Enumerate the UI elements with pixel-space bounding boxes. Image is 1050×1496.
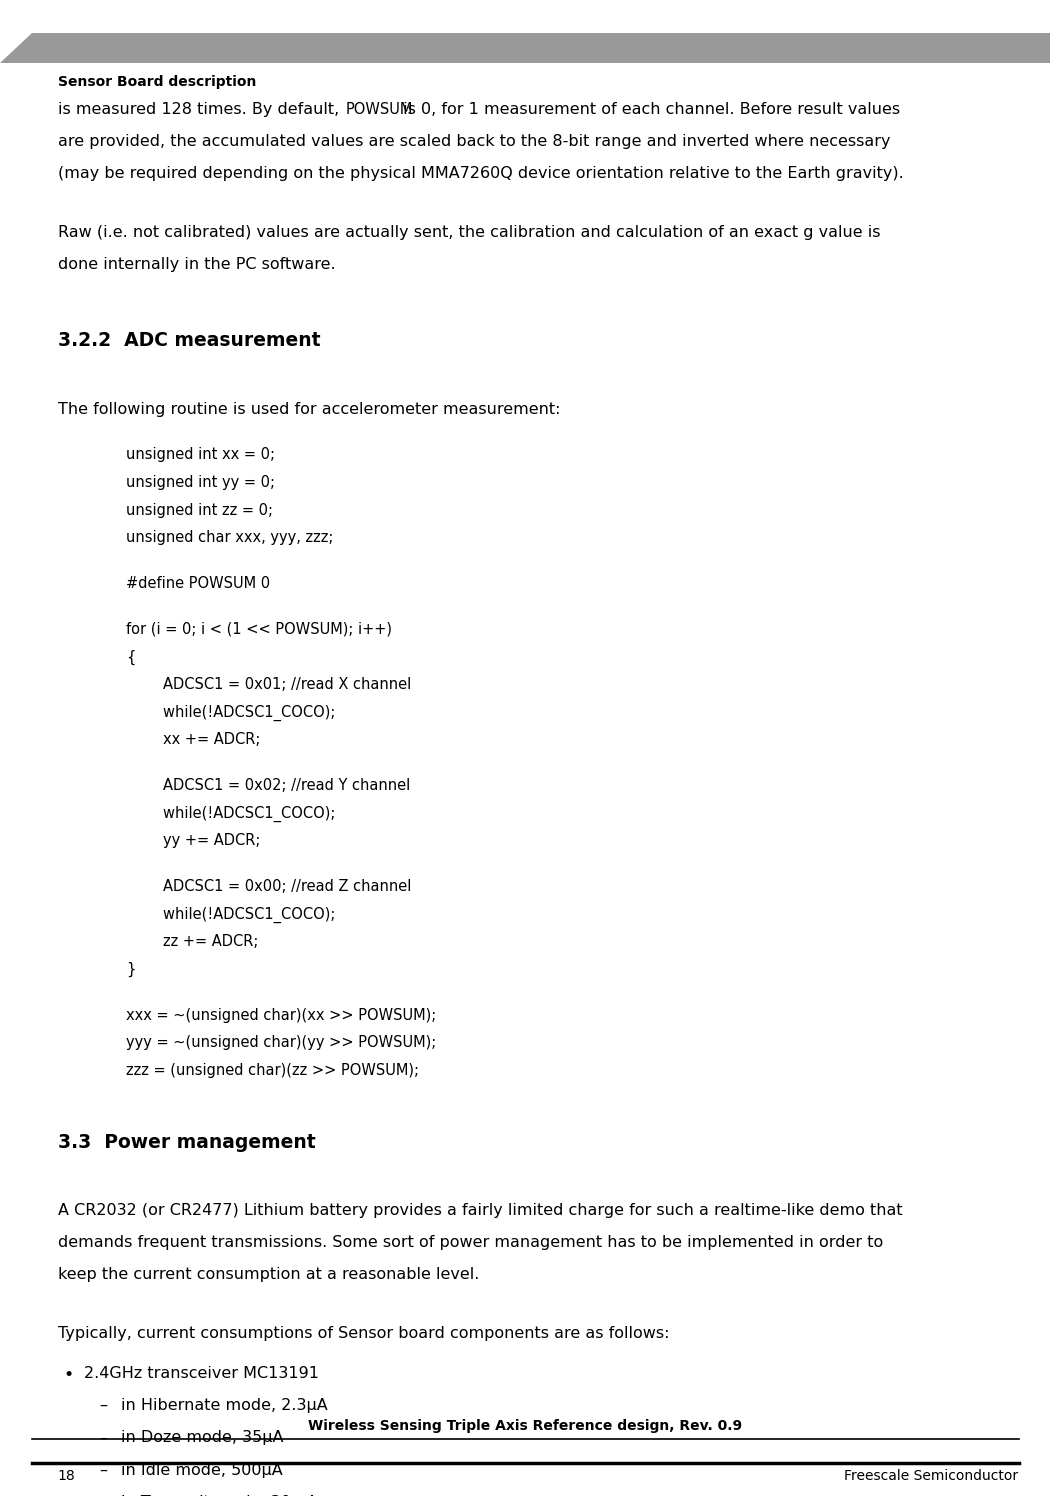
Text: POWSUM: POWSUM xyxy=(345,102,413,117)
Text: ADCSC1 = 0x00; //read Z channel: ADCSC1 = 0x00; //read Z channel xyxy=(126,880,412,895)
Text: while(!ADCSC1_COCO);: while(!ADCSC1_COCO); xyxy=(126,806,335,821)
Text: are provided, the accumulated values are scaled back to the 8-bit range and inve: are provided, the accumulated values are… xyxy=(58,133,890,150)
Text: unsigned int yy = 0;: unsigned int yy = 0; xyxy=(126,474,275,491)
Text: 2.4GHz transceiver MC13191: 2.4GHz transceiver MC13191 xyxy=(84,1366,319,1381)
Text: keep the current consumption at a reasonable level.: keep the current consumption at a reason… xyxy=(58,1267,479,1282)
Text: Wireless Sensing Triple Axis Reference design, Rev. 0.9: Wireless Sensing Triple Axis Reference d… xyxy=(308,1420,742,1433)
Text: }: } xyxy=(126,962,135,977)
Text: unsigned char xxx, yyy, zzz;: unsigned char xxx, yyy, zzz; xyxy=(126,530,334,546)
Polygon shape xyxy=(0,33,1050,63)
Text: 3.3  Power management: 3.3 Power management xyxy=(58,1132,315,1152)
Text: Freescale Semiconductor: Freescale Semiconductor xyxy=(844,1469,1018,1483)
Text: The following routine is used for accelerometer measurement:: The following routine is used for accele… xyxy=(58,401,561,417)
Text: zz += ADCR;: zz += ADCR; xyxy=(126,935,258,950)
Text: xx += ADCR;: xx += ADCR; xyxy=(126,733,260,748)
Text: •: • xyxy=(63,1366,74,1384)
Text: Raw (i.e. not calibrated) values are actually sent, the calibration and calculat: Raw (i.e. not calibrated) values are act… xyxy=(58,224,880,241)
Text: is measured 128 times. By default,: is measured 128 times. By default, xyxy=(58,102,344,117)
Text: while(!ADCSC1_COCO);: while(!ADCSC1_COCO); xyxy=(126,907,335,923)
Text: ADCSC1 = 0x01; //read X channel: ADCSC1 = 0x01; //read X channel xyxy=(126,678,412,693)
Text: (may be required depending on the physical MMA7260Q device orientation relative : (may be required depending on the physic… xyxy=(58,166,903,181)
Text: ADCSC1 = 0x02; //read Y channel: ADCSC1 = 0x02; //read Y channel xyxy=(126,778,411,793)
Text: in Hibernate mode, 2.3μA: in Hibernate mode, 2.3μA xyxy=(121,1399,328,1414)
Text: for (i = 0; i < (1 << POWSUM); i++): for (i = 0; i < (1 << POWSUM); i++) xyxy=(126,622,392,637)
Text: –: – xyxy=(100,1399,108,1414)
Text: done internally in the PC software.: done internally in the PC software. xyxy=(58,257,335,272)
Text: unsigned int zz = 0;: unsigned int zz = 0; xyxy=(126,503,273,518)
Text: zzz = (unsigned char)(zz >> POWSUM);: zzz = (unsigned char)(zz >> POWSUM); xyxy=(126,1064,419,1079)
Text: yy += ADCR;: yy += ADCR; xyxy=(126,833,260,848)
Text: is 0, for 1 measurement of each channel. Before result values: is 0, for 1 measurement of each channel.… xyxy=(398,102,900,117)
Text: –: – xyxy=(100,1463,108,1478)
Text: {: { xyxy=(126,649,135,664)
Text: 3.2.2  ADC measurement: 3.2.2 ADC measurement xyxy=(58,331,320,350)
Text: yyy = ~(unsigned char)(yy >> POWSUM);: yyy = ~(unsigned char)(yy >> POWSUM); xyxy=(126,1035,436,1050)
Text: A CR2032 (or CR2477) Lithium battery provides a fairly limited charge for such a: A CR2032 (or CR2477) Lithium battery pro… xyxy=(58,1203,902,1218)
Text: while(!ADCSC1_COCO);: while(!ADCSC1_COCO); xyxy=(126,705,335,721)
Text: Typically, current consumptions of Sensor board components are as follows:: Typically, current consumptions of Senso… xyxy=(58,1327,669,1342)
Text: in Doze mode, 35μA: in Doze mode, 35μA xyxy=(121,1430,284,1445)
Text: 18: 18 xyxy=(58,1469,76,1483)
Text: in Idle mode, 500μA: in Idle mode, 500μA xyxy=(121,1463,282,1478)
Text: –: – xyxy=(100,1430,108,1445)
Text: xxx = ~(unsigned char)(xx >> POWSUM);: xxx = ~(unsigned char)(xx >> POWSUM); xyxy=(126,1008,436,1023)
Text: demands frequent transmissions. Some sort of power management has to be implemen: demands frequent transmissions. Some sor… xyxy=(58,1236,883,1251)
Text: #define POWSUM 0: #define POWSUM 0 xyxy=(126,576,270,591)
Text: unsigned int xx = 0;: unsigned int xx = 0; xyxy=(126,447,275,462)
Text: Sensor Board description: Sensor Board description xyxy=(58,75,256,88)
